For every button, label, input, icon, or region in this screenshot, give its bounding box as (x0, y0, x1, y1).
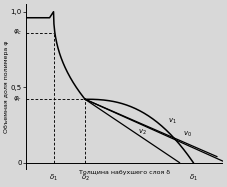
Y-axis label: Объемная доля полимера φ: Объемная доля полимера φ (4, 40, 9, 133)
Text: $\varphi_c$: $\varphi_c$ (12, 28, 22, 37)
Text: $\delta_2$: $\delta_2$ (81, 173, 89, 183)
Text: $\varphi_r$: $\varphi_r$ (13, 95, 22, 104)
Text: $\delta_1$: $\delta_1$ (189, 173, 198, 183)
Text: $v_1$: $v_1$ (168, 117, 176, 126)
Text: $\delta_1$: $\delta_1$ (49, 173, 58, 183)
Text: $v_0$: $v_0$ (183, 129, 192, 139)
X-axis label: Толщина набухшего слоя δ: Толщина набухшего слоя δ (79, 170, 170, 175)
Text: $v_2$: $v_2$ (138, 128, 147, 137)
